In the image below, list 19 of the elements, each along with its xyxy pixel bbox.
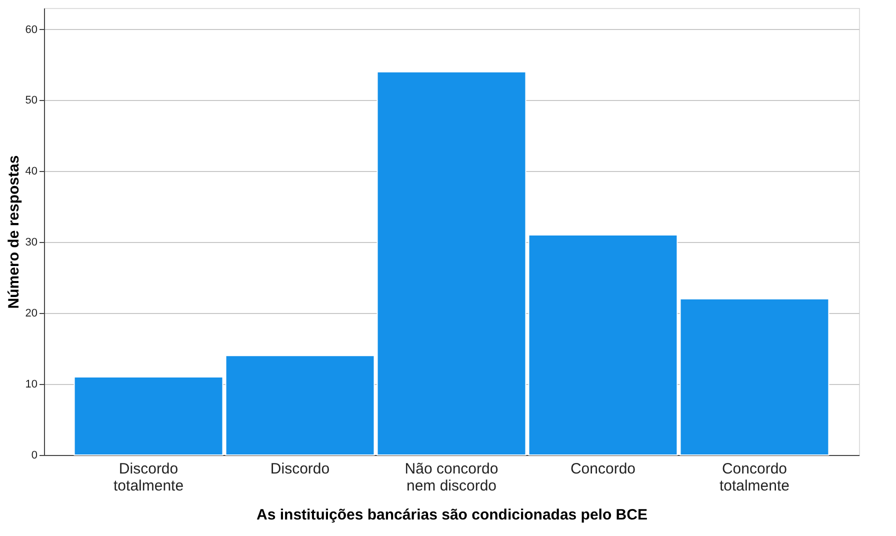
- y-tick-label: 50: [25, 94, 38, 107]
- y-axis-title: Número de respostas: [5, 155, 22, 309]
- y-tick-label: 20: [25, 308, 38, 320]
- x-tick-label: Discordo: [270, 460, 330, 478]
- y-tick-label: 60: [25, 24, 38, 36]
- x-tick-label: Não concordo nem discordo: [404, 460, 498, 494]
- bar: [376, 71, 526, 456]
- x-tick-label: Concordo: [570, 460, 636, 478]
- y-tick-label: 30: [25, 236, 38, 249]
- bar: [680, 298, 830, 456]
- y-tick-label: 10: [25, 378, 38, 391]
- bar: [74, 376, 224, 456]
- x-axis-title: As instituições bancárias são condicionadas pelo BCE: [256, 506, 648, 524]
- y-tick-label: 40: [25, 166, 38, 178]
- bar: [225, 355, 375, 456]
- y-tick-label: 0: [31, 450, 38, 462]
- x-tick-label: Discordo totalmente: [114, 460, 184, 494]
- x-tick-label: Concordo totalmente: [719, 460, 790, 494]
- bar: [528, 234, 678, 456]
